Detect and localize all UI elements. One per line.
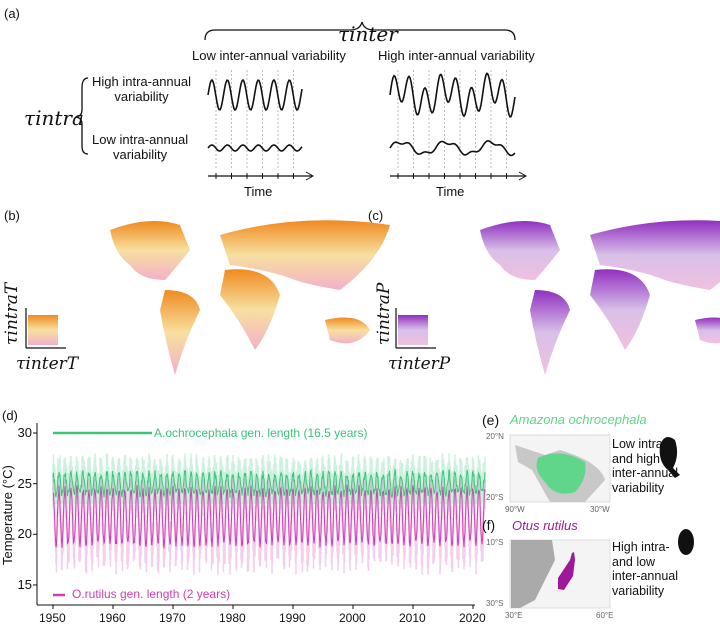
map-c-eurasia	[590, 220, 720, 290]
wave-high-intra-low-inter	[207, 78, 303, 112]
time-arrow	[305, 171, 315, 181]
panel-c-legend-y: τintraP	[374, 282, 394, 345]
f-text-2: and low	[612, 554, 656, 569]
y-tick-label: 15	[17, 576, 32, 592]
legend-pink: O.rutilus gen. length (2 years)	[72, 587, 231, 601]
lon-f-1: 30°E	[505, 611, 523, 620]
y-tick-label: 30	[17, 425, 32, 440]
x-tick-label: 1950	[39, 611, 66, 625]
time-label-1: Time	[244, 184, 273, 199]
wave-low-intra-high-inter	[389, 139, 516, 157]
col-high-label: High inter-annual variability	[378, 48, 535, 63]
species-e: Amazona ochrocephala	[510, 412, 647, 427]
lat-e-2: 20°S	[486, 493, 504, 502]
time-arrow	[518, 171, 528, 181]
f-text-1: High intra-	[612, 540, 670, 554]
map-b-south-america	[160, 290, 200, 375]
intra-brace	[75, 77, 89, 155]
panel-b-legend-y: τintraT	[2, 282, 22, 345]
panel-f-text: High intra-and low inter-annual variabilit…	[612, 540, 678, 598]
map-c-australia	[695, 317, 720, 344]
e-text-1: Low intra-	[612, 437, 667, 451]
lat-f-1: 10°S	[486, 538, 504, 547]
x-tick-label: 1990	[279, 611, 306, 625]
f-text-3: inter-annual	[612, 569, 679, 583]
map-e-range	[536, 453, 586, 494]
row-low-line2: variability	[112, 147, 168, 162]
y-tick-label: 25	[17, 475, 32, 491]
row-high-line2: variability	[114, 89, 169, 104]
e-text-3: inter-annual	[612, 466, 679, 480]
row-high-line1: High intra-annual	[92, 74, 192, 89]
series-line	[52, 484, 486, 549]
panel-a-label: (a)	[4, 6, 20, 21]
panel-c-label: (c)	[368, 208, 384, 223]
lat-f-2: 30°S	[486, 599, 504, 608]
panel-e-label: (e)	[482, 412, 500, 428]
x-tick-label: 1980	[219, 611, 246, 625]
x-tick-label: 2020	[459, 611, 486, 625]
map-c-legend-square	[398, 315, 428, 345]
legend-green: A.ochrocephala gen. length (16.5 years)	[154, 426, 368, 440]
row-high-label: High intra-annual variability	[92, 74, 191, 104]
map-c-south-america	[530, 290, 570, 375]
lat-e-1: 20°N	[486, 432, 504, 441]
map-f-range	[558, 552, 575, 590]
tau-inter-label: τinter	[338, 22, 398, 46]
parrot-silhouette	[659, 436, 680, 478]
species-f: Otus rutilus	[512, 518, 578, 533]
panel-c-legend-x: τinterP	[388, 354, 451, 374]
time-label-2: Time	[436, 184, 465, 199]
row-low-line1: Low intra-annual	[92, 132, 189, 147]
e-text-2: and high	[612, 451, 660, 466]
panel-b-legend-x: τinterT	[16, 354, 79, 374]
e-text-4: variability	[612, 480, 665, 495]
f-text-4: variability	[612, 583, 665, 598]
col-low-label: Low inter-annual variability	[192, 48, 346, 63]
x-tick-label: 1970	[159, 611, 186, 625]
map-f-land	[511, 540, 555, 608]
panel-f-label: (f)	[482, 517, 496, 533]
owl-silhouette	[678, 529, 694, 555]
x-tick-label: 2010	[399, 611, 426, 625]
panel-d-label: (d)	[2, 408, 18, 423]
map-c-africa	[590, 269, 650, 350]
x-tick-label: 2000	[339, 611, 366, 625]
wave-low-intra-low-inter	[207, 144, 303, 152]
tau-intra-label: τintra	[24, 106, 84, 130]
map-b-legend-square	[28, 315, 58, 345]
y-tick-label: 20	[17, 526, 32, 542]
panel-e-text: Low intra-and high inter-annual variabilit…	[612, 437, 678, 495]
y-axis-label: Temperature (°C)	[0, 465, 15, 565]
wave-high-intra-high-inter	[389, 72, 516, 118]
lon-e-2: 30°W	[590, 505, 610, 514]
lon-f-2: 60°E	[596, 611, 614, 620]
x-tick-label: 1960	[99, 611, 126, 625]
map-b-eurasia	[220, 220, 390, 290]
map-c-north-america	[480, 221, 560, 280]
row-low-label: Low intra-annual variability	[92, 132, 188, 162]
panel-b-label: (b)	[4, 208, 20, 223]
map-b-north-america	[110, 221, 190, 280]
series-line	[52, 468, 486, 499]
inter-brace	[204, 21, 516, 41]
map-b-africa	[220, 269, 280, 350]
map-b-australia	[325, 317, 370, 344]
lon-e-1: 90°W	[505, 505, 525, 514]
